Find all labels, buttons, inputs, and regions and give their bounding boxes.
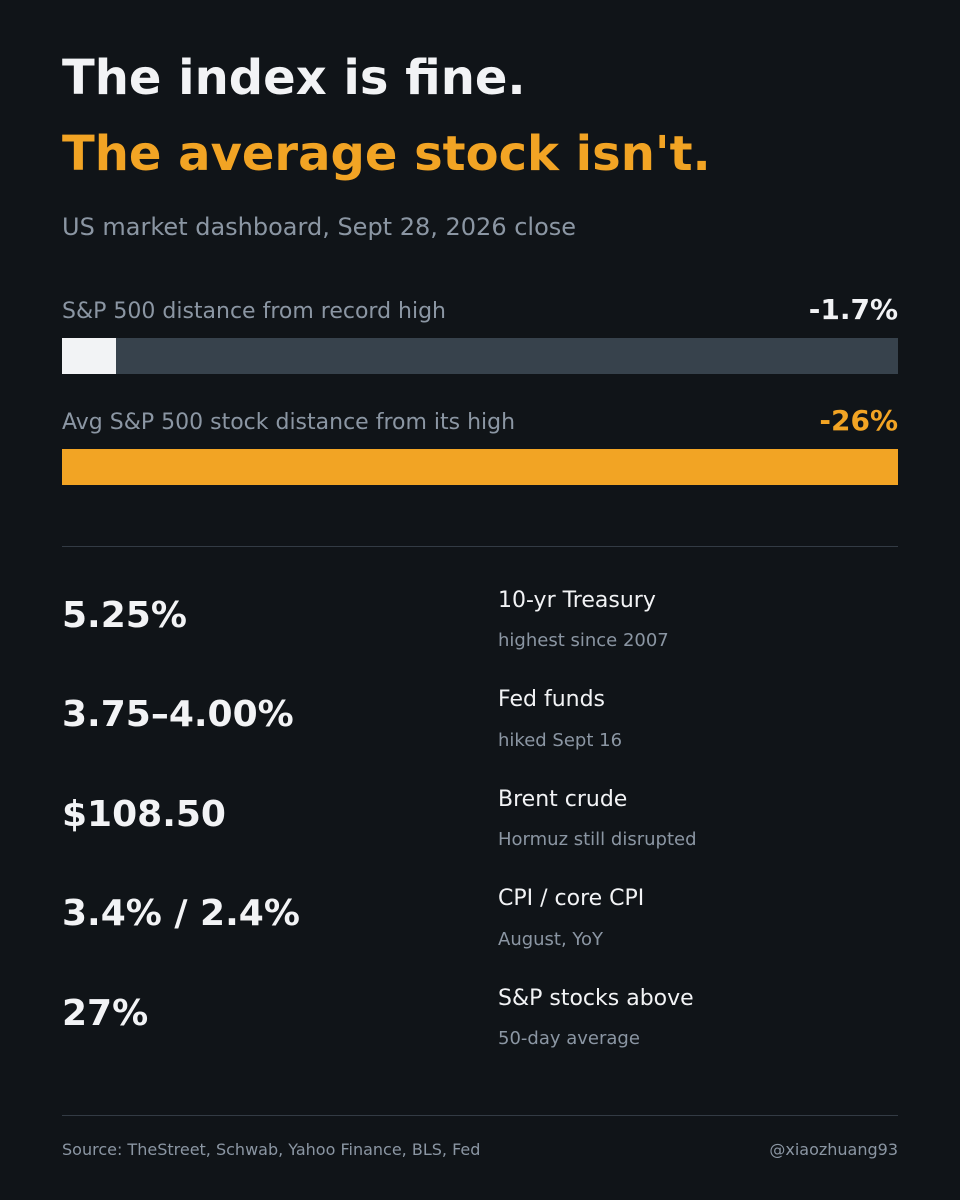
stat-name-treasury: 10-yr Treasury (498, 588, 656, 613)
bar-label-index: S&P 500 distance from record high (62, 299, 447, 324)
headline-primary: The index is fine. (62, 50, 526, 106)
stat-value-fed-funds: 3.75–4.00% (62, 694, 294, 735)
stat-value-breadth: 27% (62, 993, 149, 1034)
author-handle: @xiaozhuang93 (769, 1140, 898, 1159)
stat-note-breadth: 50-day average (498, 1028, 640, 1049)
headline-accent: The average stock isn't. (62, 126, 711, 182)
stat-note-cpi: August, YoY (498, 929, 604, 950)
stat-name-breadth: S&P stocks above (498, 986, 694, 1011)
stat-note-treasury: highest since 2007 (498, 630, 669, 651)
bar-track-avg-stock (62, 449, 898, 485)
stat-note-brent: Hormuz still disrupted (498, 829, 697, 850)
divider-bottom (62, 1115, 898, 1116)
bar-value-avg-stock: -26% (819, 404, 898, 437)
bar-fill-avg-stock (62, 449, 898, 485)
stat-name-brent: Brent crude (498, 787, 628, 812)
divider-top (62, 546, 898, 547)
stat-value-treasury: 5.25% (62, 595, 187, 636)
bar-label-avg-stock: Avg S&P 500 stock distance from its high (62, 410, 516, 435)
bar-value-index: -1.7% (808, 293, 898, 326)
bar-fill-index (62, 338, 117, 374)
bar-track-index (62, 338, 898, 374)
stat-value-brent: $108.50 (62, 794, 226, 835)
stat-name-cpi: CPI / core CPI (498, 886, 645, 911)
subtitle: US market dashboard, Sept 28, 2026 close (62, 213, 577, 241)
stat-note-fed-funds: hiked Sept 16 (498, 730, 623, 751)
stat-name-fed-funds: Fed funds (498, 687, 606, 712)
source-credit: Source: TheStreet, Schwab, Yahoo Finance… (62, 1140, 481, 1159)
stat-value-cpi: 3.4% / 2.4% (62, 893, 300, 934)
